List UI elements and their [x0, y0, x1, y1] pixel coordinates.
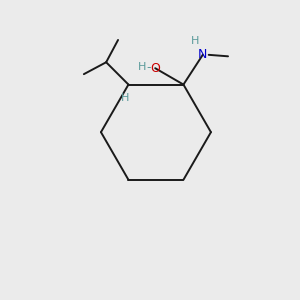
- Text: H: H: [191, 37, 200, 46]
- Text: O: O: [150, 62, 160, 75]
- Text: N: N: [198, 48, 207, 61]
- Text: -: -: [146, 61, 151, 74]
- Text: H: H: [138, 62, 146, 72]
- Text: H: H: [121, 93, 130, 103]
